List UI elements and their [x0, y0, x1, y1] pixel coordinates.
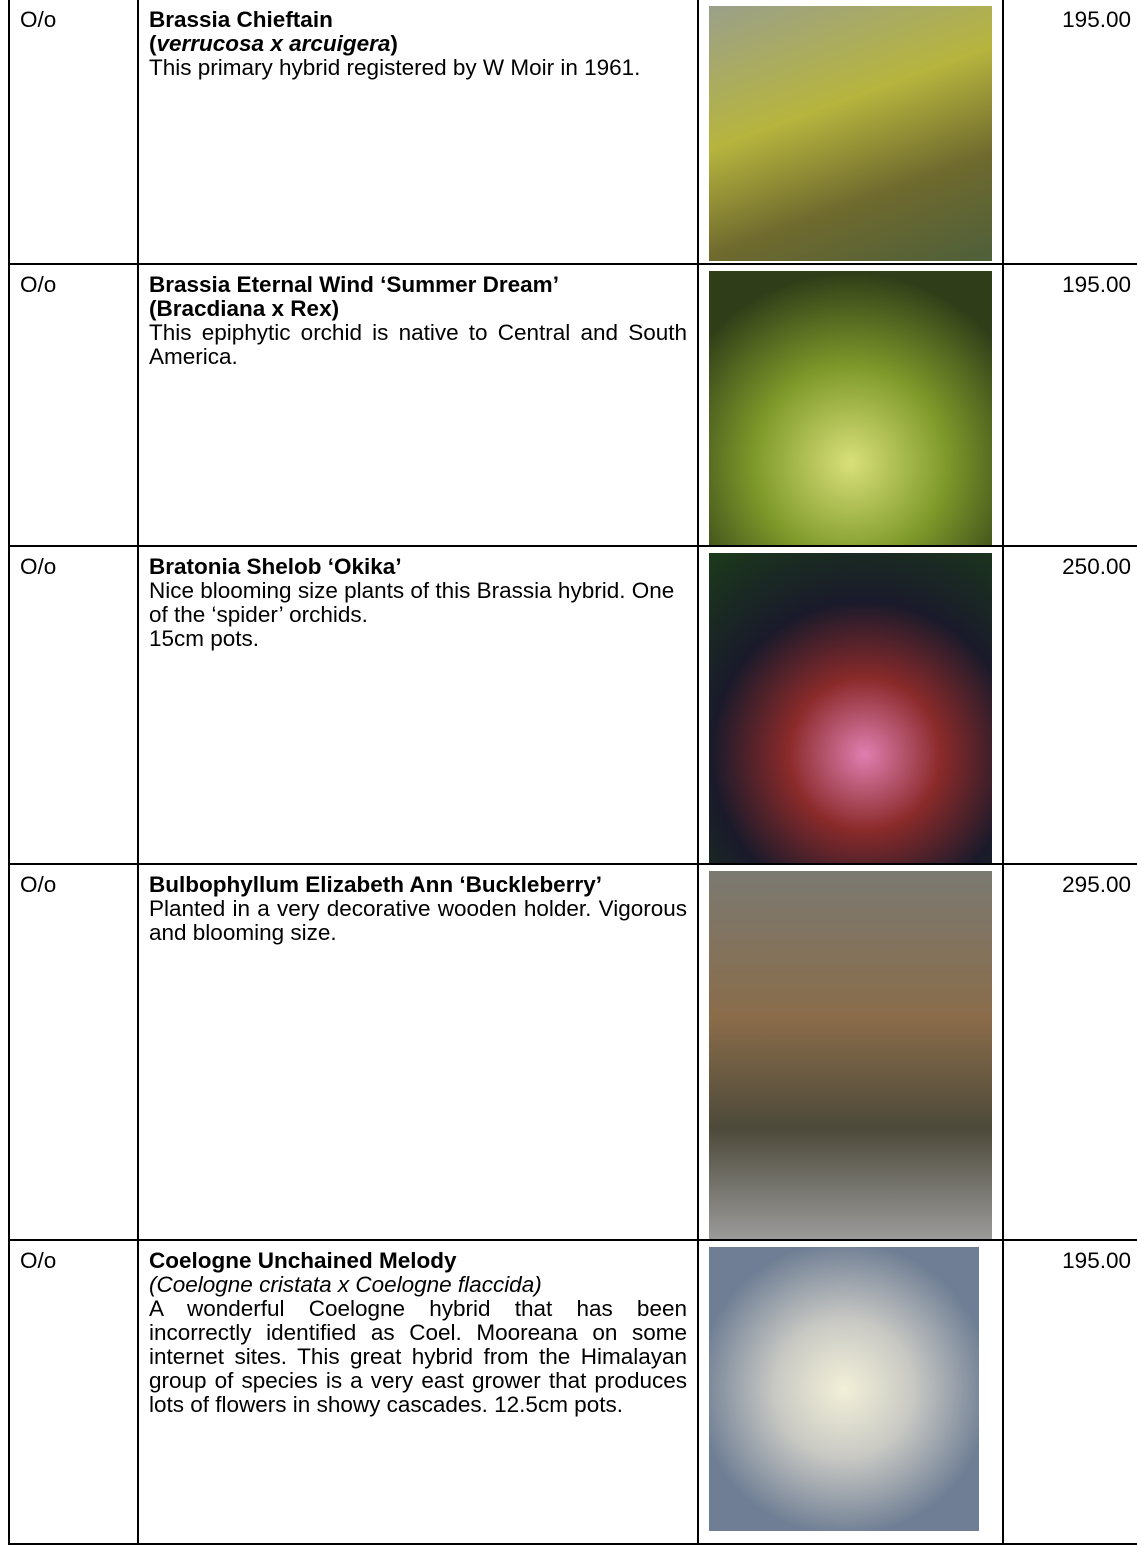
- item: Bulbophyllum Elizabeth Ann ‘Buckleberry’…: [137, 863, 699, 1241]
- subtitle-part: (Coelogne cristata x Coelogne flaccida): [149, 1272, 542, 1297]
- photo: [709, 271, 992, 545]
- photo: [709, 553, 992, 863]
- subtitle: (verrucosa x arcuigera): [149, 32, 687, 56]
- name: Brassia Eternal Wind ‘Summer Dream’: [149, 272, 559, 297]
- photo-cell: [697, 863, 1004, 1241]
- description: This epiphytic orchid is native to Centr…: [149, 320, 687, 369]
- subtitle-part: (: [149, 31, 157, 56]
- subtitle-part: (Bracdiana x Rex): [149, 296, 340, 321]
- name: Bratonia Shelob ‘Okika’: [149, 554, 402, 579]
- photo-cell: [697, 545, 1004, 865]
- name: Brassia Chieftain: [149, 7, 333, 32]
- description: Planted in a very decorative wooden hold…: [149, 896, 687, 945]
- photo-cell: [697, 0, 1004, 265]
- description: This primary hybrid registered by W Moir…: [149, 55, 641, 80]
- code: O/o: [8, 545, 139, 865]
- item: Bratonia Shelob ‘Okika’ Nice blooming si…: [137, 545, 699, 865]
- code: O/o: [8, 263, 139, 547]
- photo-cell: [697, 263, 1004, 547]
- description: 15cm pots.: [149, 626, 260, 651]
- price: 250.00: [1002, 545, 1137, 865]
- code: O/o: [8, 1239, 139, 1545]
- photo: [709, 6, 992, 261]
- photo: [709, 871, 992, 1239]
- photo: [709, 1247, 979, 1531]
- name: Coelogne Unchained Melody: [149, 1248, 457, 1273]
- row: O/o Brassia Eternal Wind ‘Summer Dream’ …: [8, 263, 1137, 547]
- subtitle-part: ): [390, 31, 398, 56]
- row: O/o Brassia Chieftain (verrucosa x arcui…: [8, 0, 1137, 265]
- item: Brassia Eternal Wind ‘Summer Dream’ (Bra…: [137, 263, 699, 547]
- row: O/o Bulbophyllum Elizabeth Ann ‘Bucklebe…: [8, 863, 1137, 1241]
- price: 195.00: [1002, 1239, 1137, 1545]
- description: Nice blooming size plants of this Brassi…: [149, 578, 675, 627]
- subtitle-part: verrucosa x arcuigera: [156, 31, 391, 56]
- name: Bulbophyllum Elizabeth Ann ‘Buckleberry’: [149, 872, 602, 897]
- price: 295.00: [1002, 863, 1137, 1241]
- price-list: O/o Brassia Chieftain (verrucosa x arcui…: [8, 0, 1137, 1545]
- row: O/o Coelogne Unchained Melody (Coelogne …: [8, 1239, 1137, 1545]
- price: 195.00: [1002, 263, 1137, 547]
- subtitle: (Coelogne cristata x Coelogne flaccida): [149, 1273, 687, 1297]
- photo-cell: [697, 1239, 1004, 1545]
- price: 195.00: [1002, 0, 1137, 265]
- code: O/o: [8, 0, 139, 265]
- code: O/o: [8, 863, 139, 1241]
- item: Coelogne Unchained Melody (Coelogne cris…: [137, 1239, 699, 1545]
- item: Brassia Chieftain (verrucosa x arcuigera…: [137, 0, 699, 265]
- row: O/o Bratonia Shelob ‘Okika’ Nice bloomin…: [8, 545, 1137, 865]
- description: A wonderful Coelogne hybrid that has bee…: [149, 1296, 687, 1417]
- subtitle: (Bracdiana x Rex): [149, 297, 687, 321]
